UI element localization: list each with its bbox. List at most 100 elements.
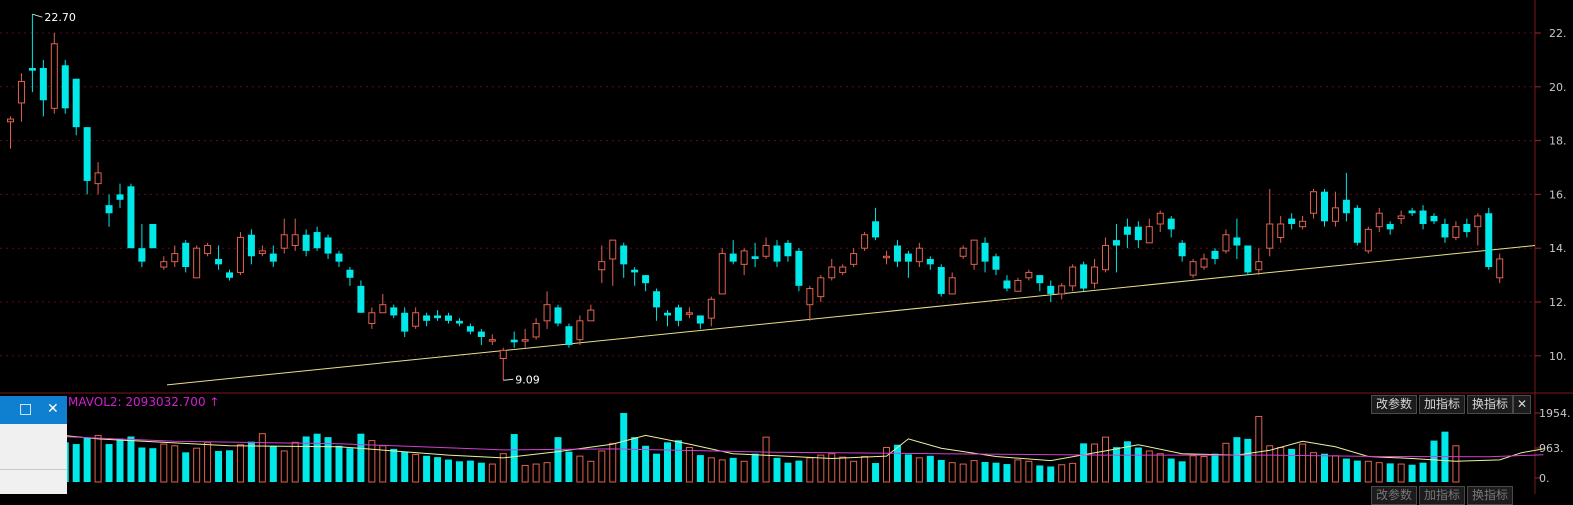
volume-bar xyxy=(477,462,485,482)
candle-body xyxy=(258,250,266,255)
candle-body xyxy=(1496,258,1504,279)
candle-body xyxy=(94,172,102,185)
volume-bar xyxy=(1375,462,1383,483)
volume-bar xyxy=(751,453,759,482)
volume-ma-line xyxy=(10,429,1544,462)
candle-body xyxy=(1375,212,1383,228)
candle-body xyxy=(817,277,825,298)
add-indicator-button[interactable]: 加指标 xyxy=(1419,395,1466,414)
trendline xyxy=(166,245,1536,386)
candle-body xyxy=(1036,275,1044,284)
candle-body xyxy=(893,245,901,262)
candle-body xyxy=(631,269,639,273)
candle-body xyxy=(521,339,529,342)
candle-body xyxy=(510,339,518,343)
candle-body xyxy=(1342,199,1350,214)
candle-body xyxy=(182,242,190,268)
volume-bar xyxy=(653,453,661,482)
candle-body xyxy=(171,253,179,263)
candle-body xyxy=(215,258,223,265)
candle-body xyxy=(784,242,792,257)
candle-body xyxy=(1485,213,1493,268)
candle-body xyxy=(718,253,726,295)
candle-body xyxy=(1047,285,1055,294)
candle-body xyxy=(1364,228,1372,252)
candle-body xyxy=(1353,207,1361,243)
params-button[interactable]: 改参数 xyxy=(1371,395,1418,414)
candle-body xyxy=(828,266,836,279)
volume-bar xyxy=(1430,440,1438,482)
volume-bar xyxy=(718,459,726,483)
candle-body xyxy=(72,78,80,128)
candle-body xyxy=(1331,207,1339,222)
candle-body xyxy=(861,234,869,249)
volume-bar xyxy=(609,442,617,483)
volume-bar xyxy=(904,454,912,482)
candle-body xyxy=(302,234,310,251)
candle-body xyxy=(554,307,562,324)
switch-indicator-button[interactable]: 换指标 xyxy=(1467,395,1514,414)
volume-bar xyxy=(981,461,989,482)
candle-body xyxy=(1310,191,1318,214)
candle-body xyxy=(1211,250,1219,259)
candle-body xyxy=(1408,210,1416,214)
volume-bar xyxy=(1419,462,1427,482)
candle-body xyxy=(105,205,113,214)
candle-body xyxy=(1069,266,1077,287)
candle-body xyxy=(1189,261,1197,276)
candle-body xyxy=(291,234,299,247)
volume-bar xyxy=(1211,453,1219,482)
volume-bar xyxy=(1102,436,1109,483)
volume-bar xyxy=(1069,462,1077,483)
trendline-layer xyxy=(166,245,1536,386)
candle-body xyxy=(1112,240,1120,246)
candle-body xyxy=(1233,237,1241,246)
candle-body xyxy=(915,247,923,263)
candle-body xyxy=(1397,215,1405,220)
volume-bar xyxy=(806,457,814,483)
candle-body xyxy=(1167,218,1175,230)
volume-bar xyxy=(466,460,474,482)
add-indicator-button-lower[interactable]: 加指标 xyxy=(1419,486,1466,505)
volume-bar xyxy=(1353,460,1361,482)
volume-bar xyxy=(510,434,518,482)
volume-bar xyxy=(379,445,387,483)
volume-bar xyxy=(1310,452,1318,483)
candle-body xyxy=(806,288,814,306)
candle-body xyxy=(1288,218,1296,224)
volume-bar xyxy=(499,453,507,483)
candle-body xyxy=(160,261,168,268)
high-label: 22.70 xyxy=(44,11,76,24)
up-arrow-icon: ↑ xyxy=(209,395,220,409)
volume-bar xyxy=(83,437,91,482)
volume-bar xyxy=(620,413,628,482)
candle-body xyxy=(959,247,967,257)
close-icon[interactable]: ✕ xyxy=(1513,395,1532,414)
params-button-lower[interactable]: 改参数 xyxy=(1371,486,1418,505)
volume-bar xyxy=(1233,437,1241,482)
volume-bar xyxy=(937,459,945,482)
candle-body xyxy=(1266,223,1274,249)
volume-bar xyxy=(992,462,1000,482)
restore-icon[interactable]: □ xyxy=(19,401,33,417)
volume-bar xyxy=(357,433,365,482)
candle-body xyxy=(839,266,847,273)
volume-bar xyxy=(1014,459,1022,483)
switch-indicator-button-lower[interactable]: 换指标 xyxy=(1467,486,1514,505)
volume-bar xyxy=(642,445,650,482)
candle-body xyxy=(1452,226,1460,238)
candle-body xyxy=(423,315,431,321)
volume-bar xyxy=(729,457,737,482)
candle-body xyxy=(477,331,485,337)
volume-bar xyxy=(817,454,825,483)
volume-bar xyxy=(598,450,606,483)
volume-bar xyxy=(280,450,288,483)
volume-bar xyxy=(127,436,135,482)
volume-bar xyxy=(915,457,923,483)
volume-bar xyxy=(204,441,212,483)
volume-bar xyxy=(269,445,277,482)
candle-body xyxy=(904,253,912,262)
candle-body xyxy=(609,239,617,260)
candle-body xyxy=(1123,226,1131,235)
close-icon[interactable]: ✕ xyxy=(47,401,59,417)
